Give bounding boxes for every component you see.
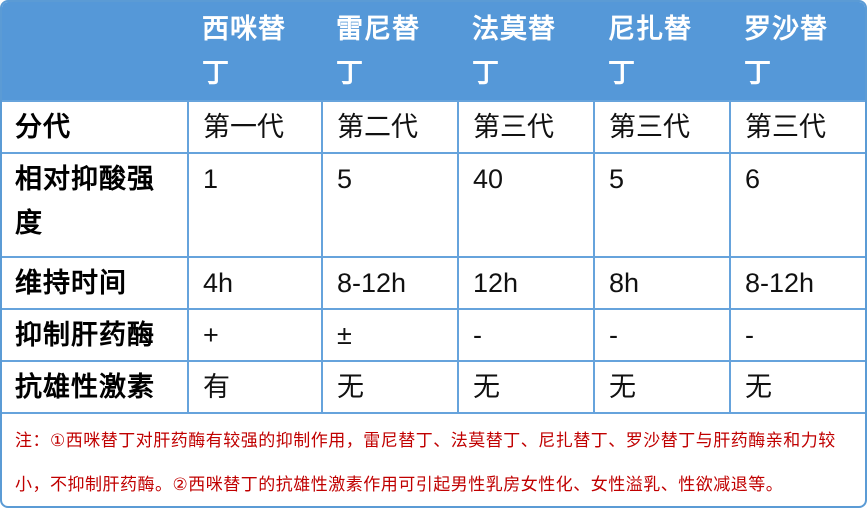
table-cell: 无 [457, 360, 593, 412]
table-cell: 40 [457, 152, 593, 256]
table-cell: 第三代 [729, 100, 865, 152]
table-cell: 无 [321, 360, 457, 412]
table-cell: 8-12h [321, 256, 457, 308]
row-label-duration: 维持时间 [2, 256, 187, 308]
row-label-acid-strength: 相对抑酸强度 [2, 152, 187, 256]
row-label-liver-enzyme: 抑制肝药酶 [2, 308, 187, 360]
table-cell: 6 [729, 152, 865, 256]
table-cell: 8-12h [729, 256, 865, 308]
table-cell: 4h [187, 256, 321, 308]
table-cell: 无 [729, 360, 865, 412]
table-cell: 8h [593, 256, 729, 308]
header-corner-cell [2, 2, 187, 100]
row-label-anti-androgen: 抗雄性激素 [2, 360, 187, 412]
table-cell: - [729, 308, 865, 360]
table-cell: 5 [321, 152, 457, 256]
header-famotidine: 法莫替丁 [457, 2, 593, 100]
header-roxatidine: 罗沙替丁 [729, 2, 865, 100]
table-cell: - [593, 308, 729, 360]
table-cell: 第一代 [187, 100, 321, 152]
table-cell: - [457, 308, 593, 360]
table-cell: 5 [593, 152, 729, 256]
table-cell: + [187, 308, 321, 360]
header-ranitidine: 雷尼替丁 [321, 2, 457, 100]
row-label-generation: 分代 [2, 100, 187, 152]
table-cell: 有 [187, 360, 321, 412]
header-cimetidine: 西咪替丁 [187, 2, 321, 100]
table-cell: 1 [187, 152, 321, 256]
table-cell: 第二代 [321, 100, 457, 152]
table-cell: 12h [457, 256, 593, 308]
footnote: 注：①西咪替丁对肝药酶有较强的抑制作用，雷尼替丁、法莫替丁、尼扎替丁、罗沙替丁与… [2, 412, 865, 506]
table-cell: 第三代 [593, 100, 729, 152]
table-cell: 第三代 [457, 100, 593, 152]
table-cell: 无 [593, 360, 729, 412]
header-nizatidine: 尼扎替丁 [593, 2, 729, 100]
table-cell: ± [321, 308, 457, 360]
